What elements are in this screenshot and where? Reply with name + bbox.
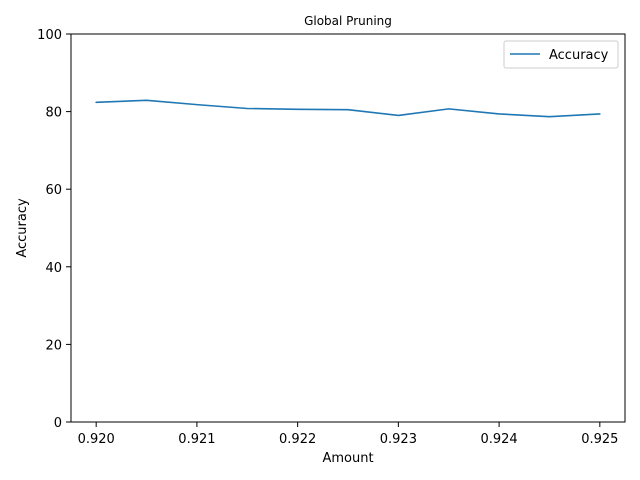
legend-box <box>503 40 619 69</box>
x-tick-label: 0.921 <box>178 432 215 447</box>
y-tick-label: 60 <box>45 183 62 198</box>
axes-frame <box>70 33 626 423</box>
legend: Accuracy <box>503 40 619 69</box>
y-tick-label: 40 <box>45 261 62 276</box>
y-axis: 0 20 40 60 80 100 <box>37 28 71 431</box>
x-axis-label: Amount <box>322 451 373 466</box>
chart-title: Global Pruning <box>304 14 392 28</box>
series-line-0 <box>95 99 601 118</box>
y-tick-label: 20 <box>45 338 62 353</box>
plot-area <box>95 99 601 118</box>
legend-label: Accuracy <box>549 48 609 63</box>
x-tick-label: 0.920 <box>78 432 115 447</box>
x-tick-label: 0.923 <box>380 432 417 447</box>
x-tick-label: 0.922 <box>279 432 316 447</box>
x-tick-label: 0.925 <box>581 432 618 447</box>
y-tick-label: 80 <box>45 106 62 121</box>
y-axis-label: Accuracy <box>15 198 30 258</box>
x-tick-label: 0.924 <box>480 432 517 447</box>
y-tick-label: 0 <box>54 416 62 431</box>
y-tick-label: 100 <box>37 28 62 43</box>
x-axis: 0.920 0.921 0.922 0.923 0.924 0.925 <box>78 422 618 447</box>
